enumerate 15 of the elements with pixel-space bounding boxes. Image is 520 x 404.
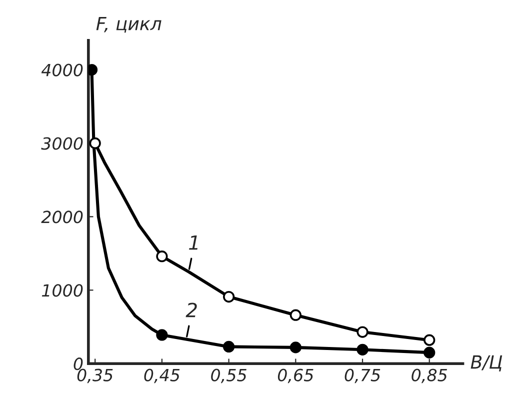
y-tick-label: 0: [74, 358, 83, 370]
x-tick-label: 0,75: [344, 368, 380, 384]
x-tick-label: 0,35: [77, 368, 113, 384]
x-tick-label: 0,45: [144, 368, 180, 384]
y-tick-label: 4000: [41, 64, 83, 76]
y-axis-title: F, цикл: [96, 17, 162, 33]
y-tick-label: 2000: [41, 210, 83, 224]
x-axis-title: В/Ц: [470, 355, 502, 372]
x-tick-label: 0,65: [278, 368, 314, 384]
y-tick-label: 3000: [41, 137, 83, 150]
series-label: 2: [186, 302, 197, 318]
x-tick-label: 0,55: [211, 368, 246, 384]
x-tick-label: 0,85: [412, 368, 448, 384]
series-label: 1: [189, 236, 198, 250]
y-tick-label: 1000: [42, 284, 83, 297]
